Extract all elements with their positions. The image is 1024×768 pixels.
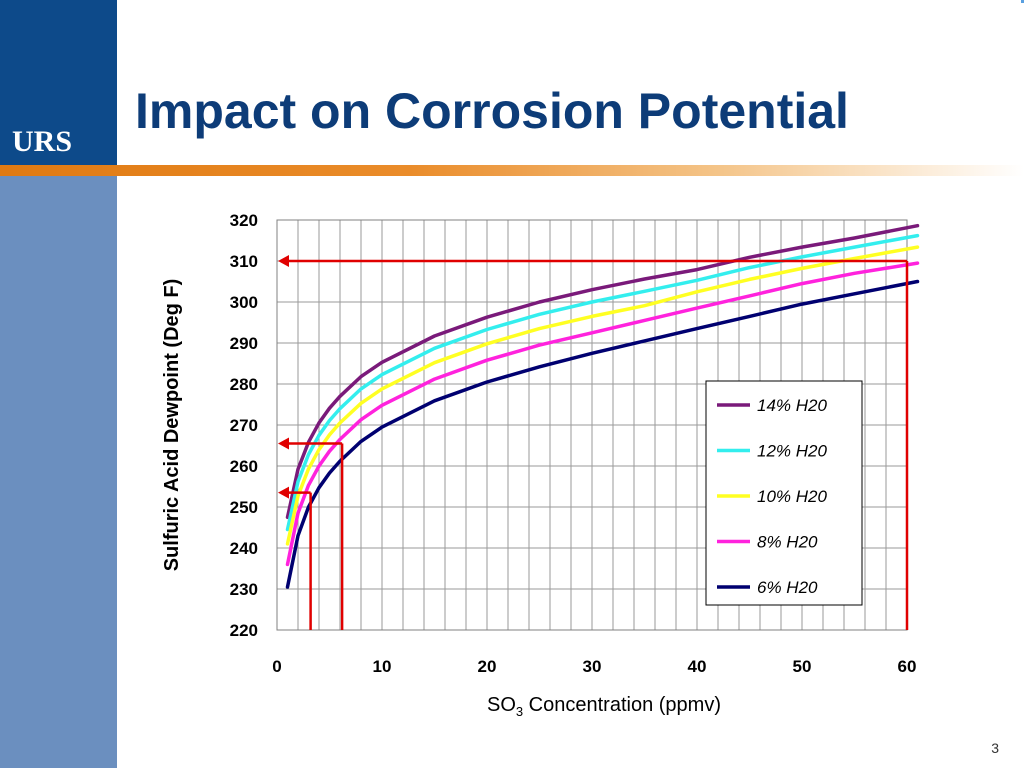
chart-ticks: 0 10 20 30 40 50 60 220 230 240 250 260 270 280 290 300…: [230, 211, 917, 676]
page-number: 3: [991, 740, 999, 756]
legend-label: 12% H20: [757, 442, 827, 461]
corner-mark: [1021, 0, 1024, 3]
accent-band: [0, 165, 1024, 176]
marker-arrowhead: [278, 486, 289, 499]
y-tick-label: 220: [230, 621, 258, 640]
x-tick-label: 10: [373, 657, 392, 676]
legend-label: 10% H20: [757, 487, 827, 506]
legend-box: [705, 380, 863, 606]
marker-arrowhead: [278, 437, 289, 450]
x-tick-label: 30: [583, 657, 602, 676]
series-line: [285, 245, 920, 546]
side-bar: [0, 176, 117, 768]
x-axis-label-main: SO: [487, 694, 516, 716]
x-axis-label: SO3 Concentration (ppmv): [487, 694, 721, 719]
x-tick-label: 0: [272, 657, 281, 676]
y-tick-label: 310: [230, 252, 258, 271]
logo-block: [0, 0, 117, 165]
y-tick-label: 240: [230, 539, 258, 558]
x-tick-label: 40: [688, 657, 707, 676]
x-axis-label-subscript: 3: [516, 704, 523, 719]
x-tick-label: 20: [478, 657, 497, 676]
y-axis-label: Sulfuric Acid Dewpoint (Deg F): [161, 279, 183, 572]
legend-label: 8% H20: [757, 533, 818, 552]
marker-arrowhead: [278, 255, 289, 267]
series-line: [285, 233, 920, 532]
y-tick-label: 230: [230, 580, 258, 599]
y-tick-label: 260: [230, 457, 258, 476]
chart-markers: [278, 255, 909, 630]
chart-legend: 14% H20 12% H20 10% H20 8% H20 6% H20: [705, 380, 863, 606]
y-tick-label: 270: [230, 416, 258, 435]
series-line: [285, 261, 920, 567]
page-title: Impact on Corrosion Potential: [135, 83, 849, 139]
x-tick-label: 50: [793, 657, 812, 676]
y-tick-label: 320: [230, 211, 258, 230]
legend-label: 6% H20: [757, 578, 818, 597]
y-tick-label: 250: [230, 498, 258, 517]
y-tick-label: 300: [230, 293, 258, 312]
y-tick-label: 290: [230, 334, 258, 353]
urs-logo: URS: [12, 125, 73, 158]
series-line: [285, 223, 920, 520]
series-line: [285, 279, 920, 589]
y-tick-label: 280: [230, 375, 258, 394]
legend-label: 14% H20: [757, 396, 827, 415]
chart-series: [285, 223, 920, 589]
x-axis-label-rest: Concentration (ppmv): [523, 694, 721, 716]
x-tick-label: 60: [898, 657, 917, 676]
